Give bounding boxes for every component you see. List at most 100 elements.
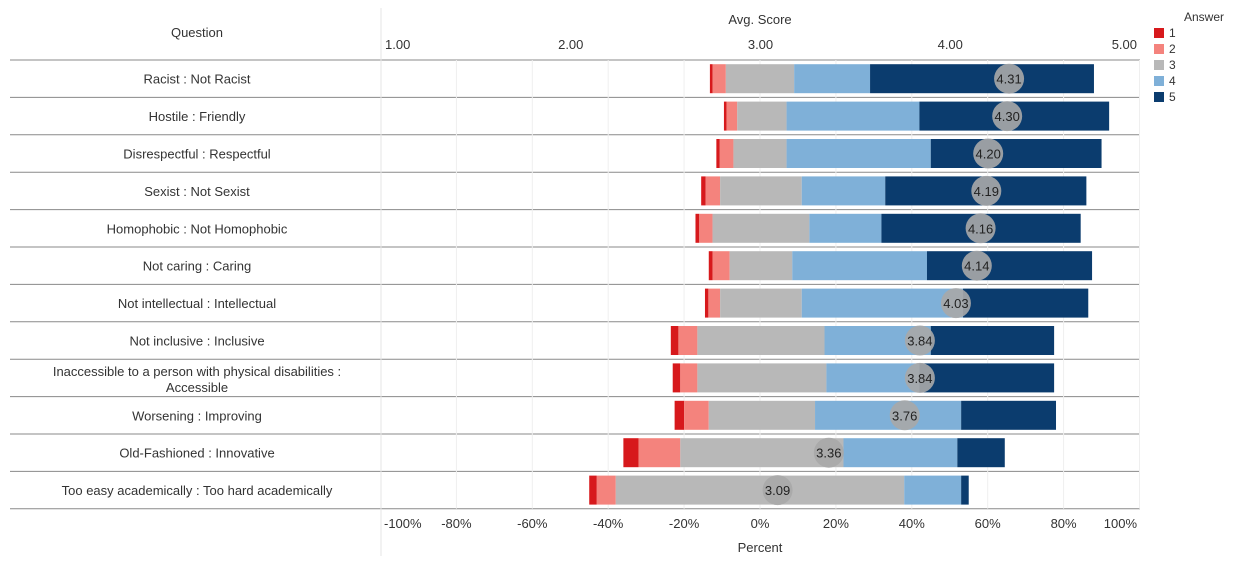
bar-segment-answer-5 — [961, 400, 1057, 430]
bar-segment-answer-2 — [638, 438, 681, 468]
bar-segment-answer-3 — [733, 139, 787, 168]
bar-segment-answer-3 — [615, 475, 905, 505]
bar-segment-answer-2 — [699, 213, 713, 243]
bar-segment-answer-5 — [930, 139, 1102, 168]
question-label: Not intellectual : Intellectual — [118, 296, 276, 311]
bar-segment-answer-4 — [826, 363, 920, 393]
bar-segment-answer-3 — [729, 251, 793, 281]
bar-segment-answer-4 — [792, 251, 927, 281]
question-label: Disrespectful : Respectful — [123, 147, 271, 162]
bar-segment-answer-2 — [680, 363, 698, 393]
legend-label-1: 1 — [1169, 26, 1176, 40]
score-label: 3.84 — [907, 334, 932, 349]
legend-item-3: 3 — [1154, 58, 1176, 72]
bar-segment-answer-2 — [712, 251, 730, 281]
bar-segment-answer-1 — [589, 475, 597, 505]
question-label: Accessible — [166, 380, 228, 395]
bar-segment-answer-2 — [712, 64, 726, 94]
avg-tick-label: 5.00 — [1112, 37, 1137, 52]
score-marker — [971, 175, 1002, 206]
score-label: 4.19 — [974, 184, 999, 199]
legend-swatch-1 — [1154, 28, 1164, 38]
score-label: 4.20 — [976, 147, 1001, 162]
score-marker — [965, 213, 996, 244]
bar-segment-answer-5 — [957, 438, 1005, 468]
percent-tick-label: -100% — [384, 516, 422, 531]
question-label: Not inclusive : Inclusive — [129, 334, 264, 349]
question-label: Not caring : Caring — [143, 259, 251, 274]
question-label: Old-Fashioned : Innovative — [119, 446, 274, 461]
score-marker — [904, 362, 935, 393]
score-label: 3.36 — [816, 446, 841, 461]
score-label: 4.31 — [996, 72, 1021, 87]
percent-tick-label: -80% — [441, 516, 472, 531]
question-label: Too easy academically : Too hard academi… — [62, 483, 333, 498]
avg-tick-label: 4.00 — [938, 37, 963, 52]
bar-segment-answer-4 — [801, 176, 886, 206]
bar-segment-answer-5 — [930, 326, 1055, 355]
question-label: Sexist : Not Sexist — [144, 184, 250, 199]
bar-segment-answer-3 — [720, 288, 802, 318]
percent-tick-label: 60% — [975, 516, 1001, 531]
bar-segment-answer-5 — [963, 288, 1089, 318]
bar-segment-answer-2 — [678, 326, 698, 355]
bar-segment-answer-4 — [801, 288, 964, 318]
bar-segment-answer-4 — [794, 64, 871, 94]
avg-tick-label: 1.00 — [385, 37, 410, 52]
question-label: Worsening : Improving — [132, 408, 262, 423]
avg-tick-label: 2.00 — [558, 37, 583, 52]
percent-tick-label: 20% — [823, 516, 849, 531]
score-label: 3.84 — [907, 371, 932, 386]
avg-tick-label: 3.00 — [748, 37, 773, 52]
bar-segment-answer-4 — [786, 101, 920, 131]
bar-segment-answer-1 — [708, 251, 713, 281]
legend-label-2: 2 — [1169, 42, 1176, 56]
bar-segment-answer-4 — [809, 213, 882, 243]
bar-segment-answer-2 — [705, 176, 721, 206]
legend-title: Answer — [1184, 10, 1225, 24]
legend-swatch-5 — [1154, 92, 1164, 102]
score-label: 3.09 — [765, 483, 790, 498]
score-marker — [973, 138, 1004, 169]
legend-swatch-4 — [1154, 76, 1164, 86]
percent-tick-label: 80% — [1051, 516, 1077, 531]
legend-item-1: 1 — [1154, 26, 1176, 40]
percent-axis-title: Percent — [738, 540, 783, 555]
legend-item-2: 2 — [1154, 42, 1176, 56]
bar-segment-answer-1 — [623, 438, 639, 468]
question-label: Homophobic : Not Homophobic — [107, 221, 288, 236]
bar-segment-answer-1 — [672, 363, 681, 393]
percent-tick-label: 100% — [1104, 516, 1138, 531]
bar-segment-answer-5 — [926, 251, 1093, 281]
bar-segment-answer-5 — [961, 475, 969, 505]
percent-tick-label: -40% — [593, 516, 624, 531]
bar-segment-answer-1 — [695, 213, 700, 243]
bar-segment-answer-1 — [674, 400, 685, 430]
question-label: Inaccessible to a person with physical d… — [53, 364, 341, 379]
score-marker — [940, 288, 971, 319]
legend-label-4: 4 — [1169, 74, 1176, 88]
legend-swatch-3 — [1154, 60, 1164, 70]
bar-segment-answer-2 — [726, 101, 738, 131]
legend-item-5: 5 — [1154, 90, 1176, 104]
bar-segment-answer-3 — [725, 64, 795, 94]
bar-segment-answer-5 — [919, 363, 1055, 393]
bar-segment-answer-4 — [904, 475, 962, 505]
bar-segment-answer-3 — [708, 400, 816, 430]
bar-segment-answer-2 — [719, 139, 734, 168]
bar-segment-answer-2 — [708, 288, 721, 318]
score-marker — [904, 325, 935, 356]
percent-tick-label: 0% — [751, 516, 770, 531]
score-marker — [762, 475, 793, 506]
bar-segment-answer-5 — [870, 64, 1094, 94]
diverging-bar-chart: Question Avg. Score 1.00 2.00 3.00 4.00 5.00 4.… — [10, 8, 1140, 556]
avg-axis-title: Avg. Score — [728, 12, 791, 27]
bar-segment-answer-3 — [720, 176, 802, 206]
bar-segment-answer-1 — [723, 101, 727, 131]
bar-segment-answer-4 — [815, 400, 962, 430]
bar-segment-answer-4 — [843, 438, 958, 468]
legend-item-4: 4 — [1154, 74, 1176, 88]
bar-segment-answer-3 — [697, 363, 827, 393]
bar-segment-answer-2 — [684, 400, 709, 430]
score-marker — [961, 250, 992, 281]
